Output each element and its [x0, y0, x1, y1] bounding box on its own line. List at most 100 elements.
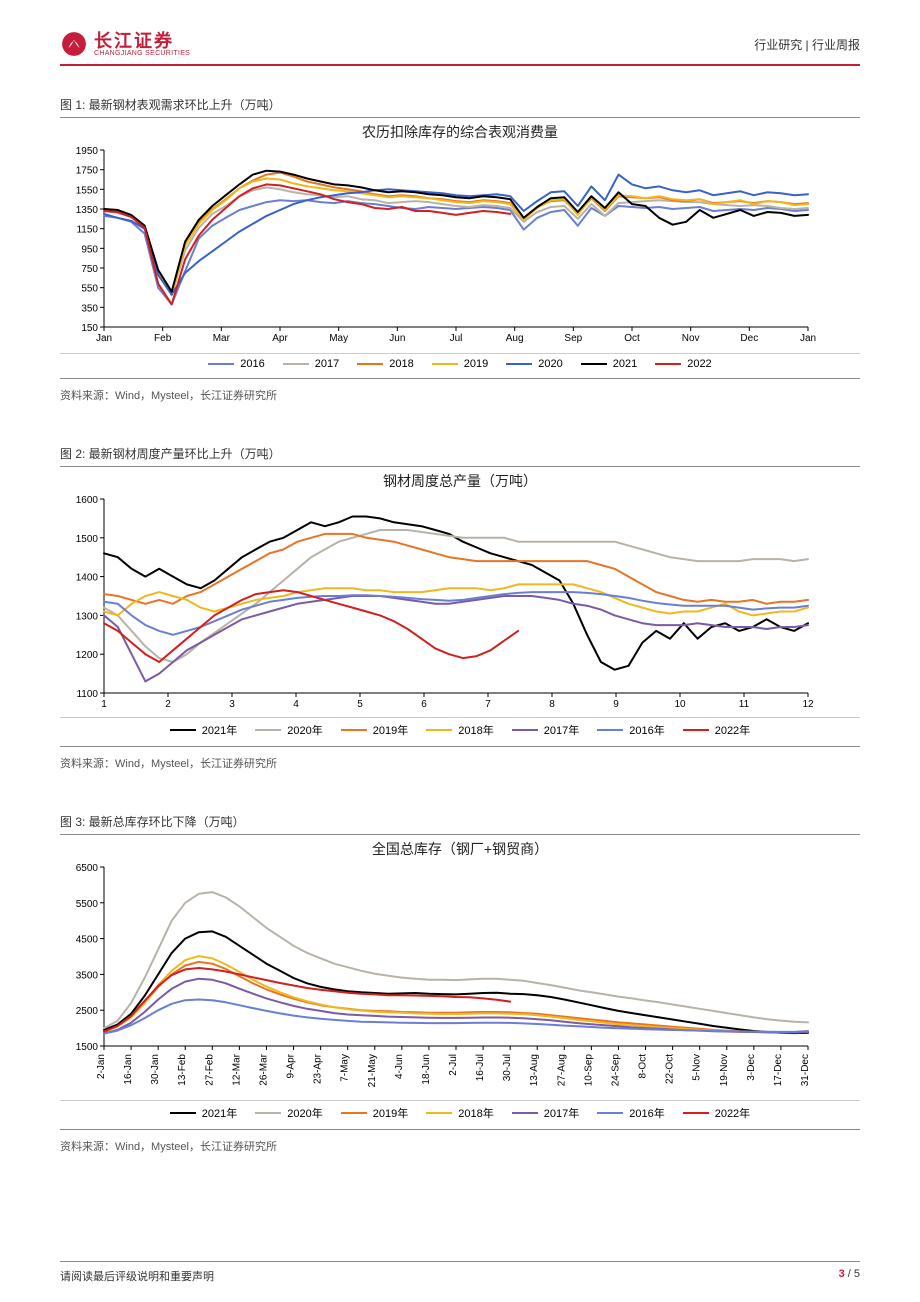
svg-text:Jun: Jun	[389, 333, 405, 344]
figure-1: 图 1: 最新钢材表观需求环比上升（万吨） 农历扣除库存的综合表观消费量 150…	[60, 96, 860, 403]
figure-3-legend: 2021年2020年2019年2018年2017年2016年2022年	[60, 1100, 860, 1123]
legend-label: 2016年	[629, 1105, 664, 1121]
figure-1-caption: 图 1: 最新钢材表观需求环比上升（万吨）	[60, 96, 860, 118]
legend-label: 2021年	[202, 722, 237, 738]
legend-item: 2022	[655, 358, 711, 370]
figure-2-title: 钢材周度总产量（万吨）	[60, 471, 860, 491]
legend-swatch	[432, 363, 458, 366]
figure-3-source: 资料来源：Wind，Mysteel，长江证券研究所	[60, 1138, 860, 1154]
svg-text:Jan: Jan	[96, 333, 112, 344]
legend-label: 2016年	[629, 722, 664, 738]
svg-text:4500: 4500	[76, 935, 99, 946]
legend-swatch	[170, 729, 196, 732]
svg-text:1: 1	[101, 699, 107, 710]
legend-swatch	[341, 1112, 367, 1115]
legend-item: 2016年	[597, 1105, 664, 1121]
legend-item: 2018年	[426, 722, 493, 738]
header-breadcrumb: 行业研究 | 行业周报	[754, 36, 860, 53]
legend-item: 2017	[283, 358, 339, 370]
logo-text-cn: 长江证券	[94, 32, 190, 50]
legend-label: 2020年	[287, 1105, 322, 1121]
svg-text:550: 550	[81, 284, 98, 295]
svg-text:Jul: Jul	[450, 333, 463, 344]
figure-3-title: 全国总库存（钢厂+钢贸商）	[60, 839, 860, 859]
svg-text:1500: 1500	[76, 534, 99, 545]
legend-label: 2018	[389, 358, 413, 370]
figure-2-source: 资料来源：Wind，Mysteel，长江证券研究所	[60, 755, 860, 771]
svg-text:1600: 1600	[76, 495, 99, 506]
svg-text:26-Mar: 26-Mar	[258, 1053, 269, 1085]
legend-item: 2016年	[597, 722, 664, 738]
svg-text:4-Jun: 4-Jun	[394, 1054, 405, 1079]
legend-item: 2020年	[255, 722, 322, 738]
svg-text:31-Dec: 31-Dec	[800, 1054, 811, 1086]
legend-item: 2016	[208, 358, 264, 370]
svg-text:1350: 1350	[76, 205, 99, 216]
legend-item: 2017年	[512, 1105, 579, 1121]
legend-swatch	[683, 729, 709, 732]
svg-text:27-Feb: 27-Feb	[204, 1054, 215, 1086]
svg-text:3: 3	[229, 699, 235, 710]
legend-swatch	[283, 363, 309, 366]
svg-text:27-Aug: 27-Aug	[556, 1054, 567, 1086]
svg-text:1200: 1200	[76, 650, 99, 661]
svg-text:23-Apr: 23-Apr	[313, 1053, 324, 1084]
svg-text:1500: 1500	[76, 1042, 99, 1053]
svg-text:Dec: Dec	[740, 333, 758, 344]
page-footer: 请阅读最后评级说明和重要声明 3 / 5	[60, 1261, 860, 1284]
logo-text-en: CHANGJIANG SECURITIES	[94, 50, 190, 57]
legend-label: 2018年	[458, 1105, 493, 1121]
legend-item: 2019年	[341, 722, 408, 738]
svg-text:1750: 1750	[76, 166, 99, 177]
svg-text:10-Sep: 10-Sep	[583, 1054, 594, 1087]
page-number: 3 / 5	[839, 1268, 860, 1284]
svg-text:11: 11	[739, 699, 750, 710]
svg-text:9: 9	[613, 699, 619, 710]
svg-text:2-Jul: 2-Jul	[448, 1054, 459, 1076]
figure-3: 图 3: 最新总库存环比下降（万吨） 全国总库存（钢厂+钢贸商） 1500250…	[60, 813, 860, 1154]
svg-text:Apr: Apr	[272, 333, 288, 344]
legend-item: 2017年	[512, 722, 579, 738]
figure-2: 图 2: 最新钢材周度产量环比上升（万吨） 钢材周度总产量（万吨） 110012…	[60, 445, 860, 771]
svg-text:21-May: 21-May	[367, 1054, 378, 1087]
figure-1-title: 农历扣除库存的综合表观消费量	[60, 122, 860, 142]
legend-swatch	[208, 363, 234, 366]
legend-label: 2019	[464, 358, 488, 370]
svg-text:12-Mar: 12-Mar	[231, 1053, 242, 1085]
brand-icon	[60, 30, 88, 58]
legend-item: 2021年	[170, 722, 237, 738]
svg-text:10: 10	[674, 699, 686, 710]
legend-label: 2021	[613, 358, 637, 370]
svg-text:19-Nov: 19-Nov	[719, 1054, 730, 1086]
svg-text:Oct: Oct	[624, 333, 640, 344]
svg-text:Aug: Aug	[506, 333, 524, 344]
legend-swatch	[357, 363, 383, 366]
svg-text:950: 950	[81, 244, 98, 255]
legend-label: 2017年	[544, 722, 579, 738]
svg-text:Mar: Mar	[213, 333, 231, 344]
legend-item: 2021年	[170, 1105, 237, 1121]
legend-swatch	[655, 363, 681, 366]
legend-label: 2019年	[373, 1105, 408, 1121]
legend-swatch	[170, 1112, 196, 1115]
svg-text:6: 6	[421, 699, 427, 710]
svg-text:4: 4	[293, 699, 299, 710]
figure-1-source: 资料来源：Wind，Mysteel，长江证券研究所	[60, 387, 860, 403]
legend-swatch	[341, 729, 367, 732]
figure-2-caption: 图 2: 最新钢材周度产量环比上升（万吨）	[60, 445, 860, 467]
legend-label: 2019年	[373, 722, 408, 738]
legend-label: 2017年	[544, 1105, 579, 1121]
figure-2-chart: 110012001300140015001600123456789101112	[60, 493, 820, 713]
svg-text:2: 2	[165, 699, 171, 710]
logo: 长江证券 CHANGJIANG SECURITIES	[60, 30, 190, 58]
legend-swatch	[512, 1112, 538, 1115]
legend-swatch	[255, 729, 281, 732]
svg-text:24-Sep: 24-Sep	[610, 1054, 621, 1087]
legend-label: 2016	[240, 358, 264, 370]
svg-text:7: 7	[485, 699, 491, 710]
svg-text:2500: 2500	[76, 1006, 99, 1017]
legend-swatch	[426, 1112, 452, 1115]
legend-swatch	[506, 363, 532, 366]
svg-text:13-Aug: 13-Aug	[529, 1054, 540, 1086]
svg-text:2-Jan: 2-Jan	[96, 1054, 107, 1079]
